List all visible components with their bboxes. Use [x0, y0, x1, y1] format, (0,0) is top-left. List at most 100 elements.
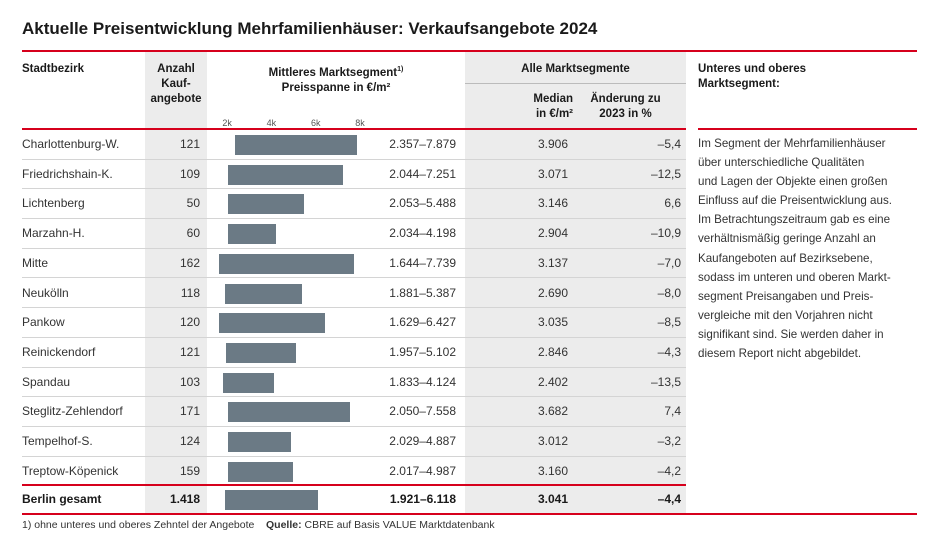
- row-separator: [22, 307, 686, 309]
- axis-tick-label: 2k: [222, 118, 232, 128]
- total-row: Berlin gesamt 1.418 1.921–6.118 3.041 –4,4: [22, 485, 686, 515]
- price-range: 2.034–4.198: [389, 226, 456, 241]
- offer-count: 50: [186, 196, 200, 211]
- table-row: Friedrichshain-K. 109 2.044–7.251 3.071 –12,…: [22, 160, 686, 190]
- change-percent: –7,0: [657, 255, 681, 270]
- price-range-bar: [224, 283, 303, 304]
- table-row: Reinickendorf 121 1.957–5.102 2.846 –4,3: [22, 338, 686, 368]
- row-separator: [22, 455, 686, 457]
- offer-count: 60: [186, 226, 200, 241]
- table-row: Lichtenberg 50 2.053–5.488 3.146 6,6: [22, 189, 686, 220]
- header-side-line-1: Unteres und oberes: [698, 63, 806, 75]
- header-side: Unteres und oberes Marktsegment:: [698, 62, 806, 92]
- side-text-line: Einfluss auf die Preisentwicklung aus.: [698, 194, 892, 208]
- header-segment-footnote-mark: 1): [397, 66, 404, 73]
- price-range-bar: [219, 253, 355, 274]
- table-row: Charlottenburg-W. 121 2.357–7.879 3.906 –5,4: [22, 130, 686, 160]
- change-percent: –5,4: [657, 137, 681, 151]
- price-range: 2.017–4.987: [389, 463, 456, 478]
- side-text-line: sodass im unteren und oberen Markt-: [698, 270, 891, 284]
- district-name: Steglitz-Zehlendorf: [22, 404, 123, 419]
- header-segment-line-1: Mittleres Marktsegment: [268, 66, 398, 79]
- header-count: Anzahl Kauf- angebote: [145, 62, 207, 107]
- price-range: 1.833–4.124: [389, 374, 456, 389]
- price-range-bar: [235, 135, 358, 155]
- side-text-line: verhältnismäßig geringe Anzahl an: [698, 232, 876, 246]
- price-range-bar: [223, 372, 275, 393]
- median-price: 2.904: [537, 226, 568, 241]
- side-text-line: Im Betrachtungszeitraum gab es eine: [698, 213, 891, 227]
- axis-tick-label: 6k: [310, 118, 321, 128]
- row-separator: [22, 247, 686, 249]
- change-percent: –8,0: [657, 285, 681, 300]
- price-range: 2.357–7.879: [389, 137, 456, 151]
- price-range-bar: [228, 402, 351, 423]
- header-district: Stadtbezirk: [22, 63, 84, 75]
- price-range: 1.957–5.102: [389, 344, 456, 359]
- offer-count: 121: [179, 137, 200, 151]
- district-name: Pankow: [22, 315, 65, 330]
- offer-count: 124: [179, 434, 200, 448]
- row-separator: [22, 277, 686, 279]
- footnote: 1) ohne unteres und oberes Zehntel der A…: [22, 519, 495, 531]
- price-range-bar: [218, 313, 326, 334]
- median-price: 2.690: [537, 285, 568, 300]
- offer-count: 159: [179, 463, 200, 478]
- table-row: Tempelhof-S. 124 2.029–4.887 3.012 –3,2: [22, 427, 686, 457]
- row-separator: [22, 218, 686, 220]
- median-price: 2.846: [537, 344, 568, 359]
- change-percent: –10,9: [650, 226, 681, 241]
- median-price: 3.906: [537, 137, 568, 151]
- price-range-bar: [225, 490, 319, 510]
- price-range: 1.921–6.118: [389, 492, 456, 506]
- axis-tick-label: 8k: [355, 118, 365, 128]
- header-count-line-2: Kauf-: [161, 78, 191, 90]
- row-separator: [22, 366, 686, 368]
- price-range: 2.044–7.251: [389, 166, 456, 181]
- district-name: Lichtenberg: [22, 196, 85, 211]
- offer-count: 171: [179, 404, 200, 419]
- district-name: Spandau: [22, 374, 71, 389]
- row-separator: [22, 188, 686, 190]
- header-change-line-2: 2023 in %: [599, 108, 652, 120]
- side-text-line: Im Segment der Mehrfamilienhäuser: [698, 137, 886, 150]
- district-name: Reinickendorf: [22, 344, 96, 359]
- change-percent: 6,6: [664, 196, 681, 211]
- header-divider: [465, 83, 686, 84]
- table-row: Neukölln 118 1.881–5.387 2.690 –8,0: [22, 279, 686, 309]
- side-text-line: und Lagen der Objekte einen großen: [698, 175, 888, 189]
- table-row: Treptow-Köpenick 159 2.017–4.987 3.160 –4,2: [22, 457, 686, 487]
- side-text-line: vergleiche mit den Vorjahren nicht: [698, 308, 873, 322]
- offer-count: 109: [179, 166, 200, 181]
- header-count-line-1: Anzahl: [157, 63, 195, 75]
- price-range-bar: [227, 461, 294, 482]
- header-segment-line-2: Preisspanne in €/m²: [281, 81, 391, 94]
- header-all-segments: Alle Marktsegmente: [521, 63, 630, 75]
- total-rule: [22, 484, 686, 486]
- row-separator: [22, 336, 686, 338]
- district-name: Berlin gesamt: [22, 492, 102, 506]
- offer-count: 103: [179, 374, 200, 389]
- side-text-line: Kaufangeboten auf Bezirksebene,: [698, 251, 873, 265]
- header-side-line-2: Marktsegment:: [698, 78, 780, 90]
- title-rule: [22, 50, 917, 52]
- source-text: CBRE auf Basis VALUE Marktdatenbank: [304, 519, 495, 531]
- median-price: 3.146: [537, 196, 568, 211]
- table-row: Mitte 162 1.644–7.739 3.137 –7,0: [22, 249, 686, 279]
- row-separator: [22, 158, 686, 160]
- header-segment: Mittleres Marktsegment1) Preisspanne in …: [208, 62, 464, 96]
- offer-count: 118: [180, 285, 200, 300]
- median-price: 3.012: [537, 434, 568, 448]
- median-price: 3.041: [537, 492, 568, 506]
- price-range-bar: [227, 432, 292, 452]
- price-range-bar: [226, 342, 296, 363]
- change-percent: –4,2: [657, 463, 681, 478]
- median-price: 2.402: [537, 374, 568, 389]
- change-percent: –13,5: [650, 374, 681, 389]
- header-rule: [22, 128, 686, 130]
- change-percent: –8,5: [657, 315, 681, 330]
- header-median-line-2: in €/m²: [535, 108, 573, 120]
- district-name: Mitte: [22, 255, 49, 270]
- source-label: Quelle:: [266, 519, 302, 531]
- district-name: Charlottenburg-W.: [22, 137, 120, 151]
